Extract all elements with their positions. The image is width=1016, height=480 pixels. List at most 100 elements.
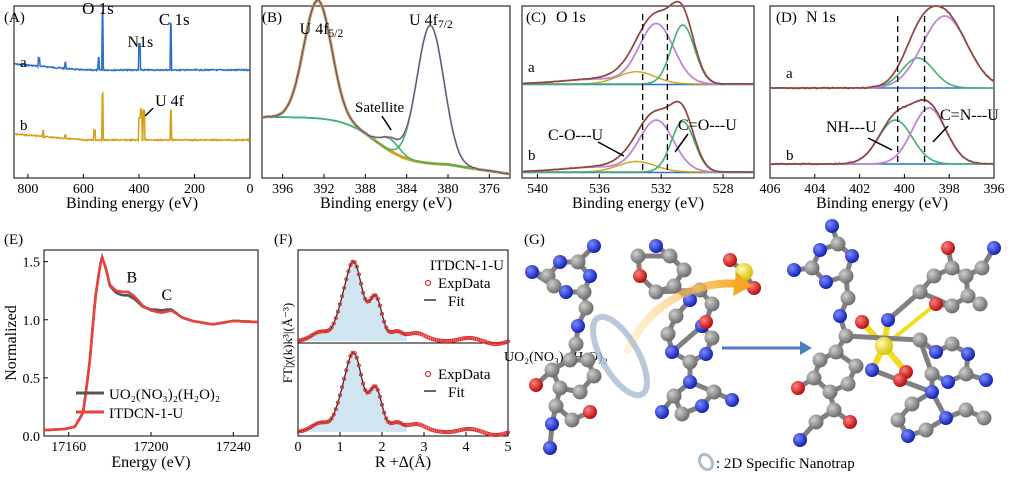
exp-data-point: [327, 327, 332, 332]
exp-data-point: [335, 400, 340, 405]
panel-b-tick-label: 392: [314, 182, 335, 197]
exp-data-point: [340, 385, 345, 390]
exp-data-point: [373, 293, 378, 298]
atom-N: [545, 417, 559, 431]
panel-a-tick-label: 600: [73, 182, 94, 197]
exp-data-point: [329, 325, 334, 330]
atom-N: [525, 265, 539, 279]
exp-data-point: [392, 329, 397, 334]
exp-data-point: [388, 420, 393, 426]
atom-C: [546, 278, 562, 294]
exp-data-point: [409, 331, 414, 336]
exp-data-point: [356, 363, 361, 368]
trace-a: [769, 4, 995, 90]
peak-label-u4f: U 4f: [155, 93, 185, 110]
exp-data-point: [394, 420, 399, 425]
atom-C: [576, 284, 592, 300]
legend-label-fit: Fit: [448, 294, 466, 310]
exp-data-point: [463, 426, 469, 432]
legend-label-uo2: UO₂(NO₃)₂(H₂O)₂: [109, 387, 220, 403]
exp-data-point: [487, 431, 492, 437]
exp-data-point: [323, 329, 328, 334]
atom-C: [806, 370, 822, 386]
panel-a-tick-label: 800: [17, 182, 38, 197]
exp-data-point: [440, 429, 445, 435]
panel-e-tick-label: 17200: [134, 440, 169, 455]
exp-data-point: [405, 423, 410, 428]
atom-C: [578, 300, 594, 316]
exp-data-point: [371, 293, 376, 298]
atom-N: [665, 345, 679, 359]
atom-N: [725, 393, 739, 407]
exp-data-point: [449, 429, 454, 434]
atom-N: [833, 309, 847, 323]
exp-data-point: [474, 427, 479, 433]
exp-data-point: [377, 394, 382, 399]
exp-data-point: [466, 426, 471, 432]
exp-data-point: [468, 426, 473, 432]
raw-data: [769, 98, 995, 166]
exp-data-point: [369, 386, 374, 392]
exp-data-point: [342, 376, 347, 381]
atom-C: [826, 402, 842, 418]
panel-d-tick-label: 396: [984, 182, 1005, 197]
exp-data-point: [400, 422, 406, 427]
panel-d-plot: N 1s a b NH---U C=N---U 406 404 402 400 398 396 Bin…: [760, 4, 1005, 212]
series-itdcn-1-u: [43, 252, 259, 432]
exp-data-point: [417, 331, 422, 336]
exp-data-point: [302, 428, 307, 433]
exp-data-point: [430, 427, 435, 433]
trace-label-b: b: [528, 148, 536, 164]
atom-C: [674, 406, 690, 422]
exp-data-point: [493, 341, 498, 347]
exp-data-point: [413, 330, 418, 336]
panel-e-legend: UO₂(NO₃)₂(H₂O)₂ ITDCN-1-U: [76, 387, 220, 422]
annotation-cn-u: C=N---U: [940, 107, 999, 124]
legend-swatch-expdata: [424, 279, 432, 287]
survey-trace-a: [13, 10, 251, 73]
exp-data-point: [302, 337, 307, 342]
exp-data-point: [340, 294, 345, 299]
exp-data-point: [424, 425, 429, 430]
exp-data-point: [415, 422, 420, 427]
atom-N: [587, 239, 601, 253]
subpanel-uo2: [297, 350, 511, 438]
exp-data-point: [442, 338, 448, 344]
panel-d-tick-label: 404: [804, 182, 825, 197]
atom-O: [893, 373, 907, 387]
exp-data-point: [352, 351, 357, 356]
exp-data-point: [434, 337, 439, 343]
exp-data-point: [447, 429, 452, 435]
exp-data-point: [449, 338, 454, 343]
legend-label-expdata: ExpData: [438, 276, 491, 292]
atom-C: [648, 284, 664, 300]
exp-data-point: [453, 338, 458, 343]
panel-c-xlabel: Binding energy (eV): [572, 195, 704, 212]
panel-a-tick-label: 400: [128, 182, 149, 197]
exp-data-point: [491, 341, 496, 346]
atom-C: [572, 384, 588, 400]
exp-data-point: [468, 335, 473, 341]
atom-C: [662, 248, 678, 264]
panel-g-label: (G): [524, 232, 545, 248]
exp-data-point: [379, 402, 385, 407]
exp-data-point: [384, 416, 389, 421]
exp-data-point: [421, 424, 427, 429]
panel-b-xlabel: Binding energy (eV): [320, 195, 452, 212]
panel-a-xlabel: Binding energy (eV): [66, 195, 198, 212]
exp-data-point: [333, 407, 338, 412]
raw-data: [769, 5, 995, 90]
nh-u-pointer: [867, 137, 893, 151]
exp-data-point: [455, 428, 460, 433]
exp-data-point: [419, 423, 424, 428]
peak-label-u4f52: U 4f5/2: [300, 21, 344, 40]
exp-data-point: [382, 319, 387, 324]
capture-swoosh-arrow: [624, 279, 744, 354]
atom-C: [958, 268, 974, 284]
exp-data-point: [491, 432, 496, 437]
atom-N: [813, 243, 827, 257]
exp-data-point: [478, 338, 483, 343]
atom-C: [890, 412, 906, 428]
atom-N: [845, 249, 859, 263]
panel-e-ytick-label: 1.5: [23, 256, 41, 271]
